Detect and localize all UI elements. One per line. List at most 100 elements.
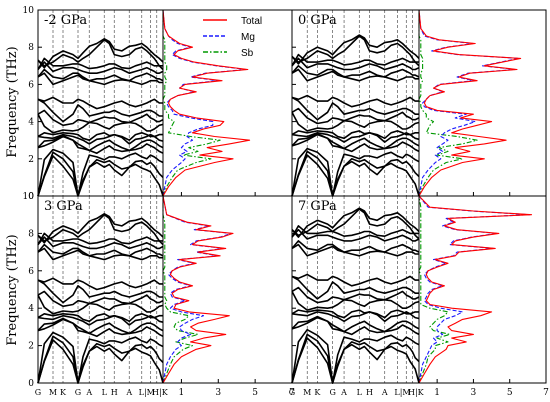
phonon-band-line xyxy=(291,207,420,238)
kpath-label: G xyxy=(329,388,335,397)
kpath-label: M xyxy=(303,388,311,397)
phonon-band-line xyxy=(291,273,419,287)
legend: Total Mg Sb xyxy=(203,16,262,59)
panel-1: 0 GPa xyxy=(291,9,547,197)
y-tick-label: 8 xyxy=(28,43,34,53)
kpath-label: K xyxy=(314,388,321,397)
kpath-label: H|K xyxy=(152,388,169,397)
dos-sb-line xyxy=(162,10,221,197)
phonon-band-line xyxy=(291,53,419,67)
kpath-label: M xyxy=(49,388,57,397)
y-tick-label: 4 xyxy=(28,304,34,314)
phonon-band-line xyxy=(291,57,420,71)
phonon-band-line xyxy=(37,331,164,384)
kpath-label: L xyxy=(102,388,108,397)
phonon-band-line xyxy=(291,337,420,384)
dos-sb-line xyxy=(418,10,478,197)
kpath-label: G xyxy=(35,388,41,397)
phonon-band-line xyxy=(291,243,419,257)
kpath-label: G xyxy=(289,388,295,397)
phonon-band-line xyxy=(37,155,164,197)
dos-sb-line xyxy=(418,195,451,384)
phonon-band-line xyxy=(37,72,163,86)
phonon-band-line xyxy=(37,243,164,257)
phonon-band-line xyxy=(37,317,164,335)
band-frame xyxy=(37,9,164,197)
y-tick-label: 6 xyxy=(28,80,34,90)
dos-mg-line xyxy=(162,9,247,197)
phonon-band-line xyxy=(37,98,163,123)
kpath-label: A xyxy=(85,388,92,397)
phonon-band-line xyxy=(37,38,164,71)
kpath-label: K xyxy=(60,388,67,397)
y-tick-label: 10 xyxy=(23,6,35,16)
phonon-band-line xyxy=(37,37,164,69)
panel-3: 1 3 5 7G M K G A L H A L|MH|K7 GPa xyxy=(289,195,549,398)
phonon-band-line xyxy=(291,94,419,108)
phonon-band-line xyxy=(37,151,164,197)
dos-frame xyxy=(418,9,547,197)
phonon-band-line xyxy=(37,339,164,384)
phonon-band-line xyxy=(291,154,420,197)
pressure-label: 3 GPa xyxy=(44,199,83,214)
phonon-band-line xyxy=(291,35,420,67)
dos-x-tick-label: 7 xyxy=(289,388,295,398)
phonon-band-line xyxy=(291,111,420,132)
pressure-label: 0 GPa xyxy=(298,13,337,28)
panel-0: 0 2 4 6 8 10 -2 GPa xyxy=(23,6,293,202)
y-tick-label: 2 xyxy=(28,155,34,165)
phonon-band-line xyxy=(291,328,420,384)
phonon-band-line xyxy=(291,240,420,253)
phonon-band-line xyxy=(291,107,420,125)
phonon-band-line xyxy=(291,65,420,78)
y-tick-label: 8 xyxy=(28,229,34,239)
dos-x-tick-label: 3 xyxy=(471,388,477,398)
kpath-label: L|M xyxy=(139,388,155,397)
dos-frame xyxy=(418,195,547,384)
phonon-band-line xyxy=(291,228,420,242)
phonon-band-line xyxy=(291,286,420,304)
phonon-band-line xyxy=(291,96,419,121)
y-tick-label: 0 xyxy=(28,379,34,389)
y-axis-label-bottom: Frequency (THz) xyxy=(5,234,20,345)
phonon-band-line xyxy=(37,148,164,197)
y-tick-label: 2 xyxy=(28,342,34,352)
dos-total-line xyxy=(418,195,533,384)
y-axis-labels: Frequency (THz) Frequency (THz) xyxy=(5,46,20,345)
phonon-band-line xyxy=(37,68,164,82)
phonon-band-line xyxy=(291,147,420,197)
phonon-band-line xyxy=(291,275,419,300)
kpath-label: G xyxy=(75,388,81,397)
y-axis-label-top: Frequency (THz) xyxy=(5,46,20,157)
phonon-band-line xyxy=(37,312,163,323)
dos-x-tick-label: 3 xyxy=(215,388,221,398)
phonon-band-line xyxy=(291,208,420,240)
kpath-label: H xyxy=(366,388,373,397)
phonon-band-line xyxy=(291,130,419,140)
y-tick-label: 6 xyxy=(28,267,34,277)
y-tick-label: 4 xyxy=(28,118,34,128)
kpath-label: A xyxy=(125,388,132,397)
phonon-band-line xyxy=(37,279,163,304)
dos-x-tick-label: 1 xyxy=(434,388,440,398)
phonon-band-line xyxy=(37,247,163,261)
dos-x-tick-label: 7 xyxy=(543,388,549,398)
legend-label: Mg xyxy=(241,32,255,43)
dos-x-tick-label: 5 xyxy=(507,388,513,398)
phonon-band-line xyxy=(37,213,164,244)
dos-sb-line xyxy=(162,196,199,384)
phonon-band-line xyxy=(291,309,419,319)
phonon-band-line xyxy=(291,333,420,384)
dos-total-line xyxy=(162,9,251,197)
y-tick-label: 0 xyxy=(28,192,34,202)
phonon-band-line xyxy=(37,109,164,127)
kpath-label: L xyxy=(357,388,363,397)
phonon-band-line xyxy=(37,277,163,291)
phonon-band-line xyxy=(291,291,420,311)
phonon-band-line xyxy=(37,134,164,152)
phonon-band-line xyxy=(291,150,420,197)
dos-frame xyxy=(162,195,293,384)
phonon-band-line xyxy=(37,113,164,134)
